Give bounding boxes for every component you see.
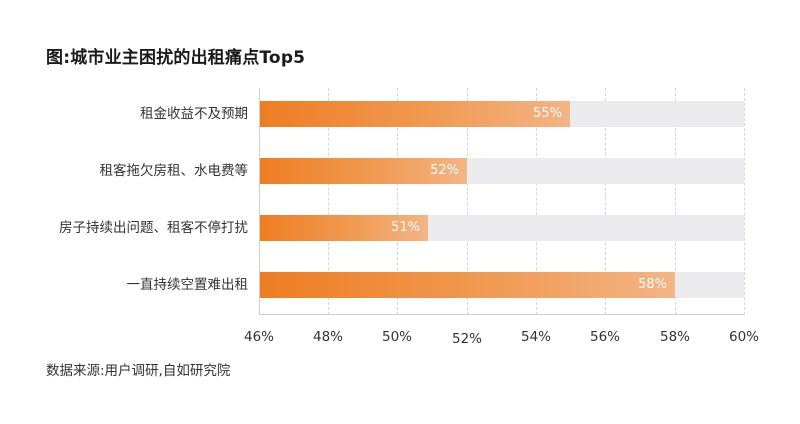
bar-value-label: 51% [391,220,420,235]
x-tick-label: 52% [451,331,483,347]
chart-title: 图:城市业主困扰的出租痛点Top5 [46,48,306,68]
data-source-note: 数据来源:用户调研,自如研究院 [46,363,231,379]
x-tick-label: 46% [243,329,275,345]
x-tick-label: 50% [381,329,413,345]
x-axis-line [259,314,744,315]
bar-0: 55% [259,101,570,127]
gridline [397,88,398,315]
bar-track: 58% [259,272,744,298]
bar-value-label: 55% [533,106,562,121]
bar-3: 58% [259,272,675,298]
gridline [536,88,537,315]
gridline [605,88,606,315]
bar-2: 51% [259,215,428,241]
bar-track: 52% [259,158,744,184]
plot-area: 55% 52% 51% 58% [259,88,745,315]
bar-track: 55% [259,101,744,127]
x-tick-label: 54% [520,329,552,345]
gridline [675,88,676,315]
gridline [467,88,468,315]
bar-track: 51% [259,215,744,241]
category-label: 房子持续出问题、租客不停打扰 [59,220,248,236]
y-axis-line [259,88,260,315]
category-label: 租金收益不及预期 [140,106,248,122]
x-tick-label: 60% [728,329,760,345]
bar-1: 52% [259,158,467,184]
gridline [744,88,745,315]
x-tick-label: 56% [589,329,621,345]
bar-value-label: 52% [430,163,459,178]
x-tick-label: 58% [659,329,691,345]
x-tick-label: 48% [312,329,344,345]
gridline [328,88,329,315]
category-label: 租客拖欠房租、水电费等 [99,163,249,179]
bar-value-label: 58% [638,277,667,292]
category-label: 一直持续空置难出租 [126,277,249,293]
